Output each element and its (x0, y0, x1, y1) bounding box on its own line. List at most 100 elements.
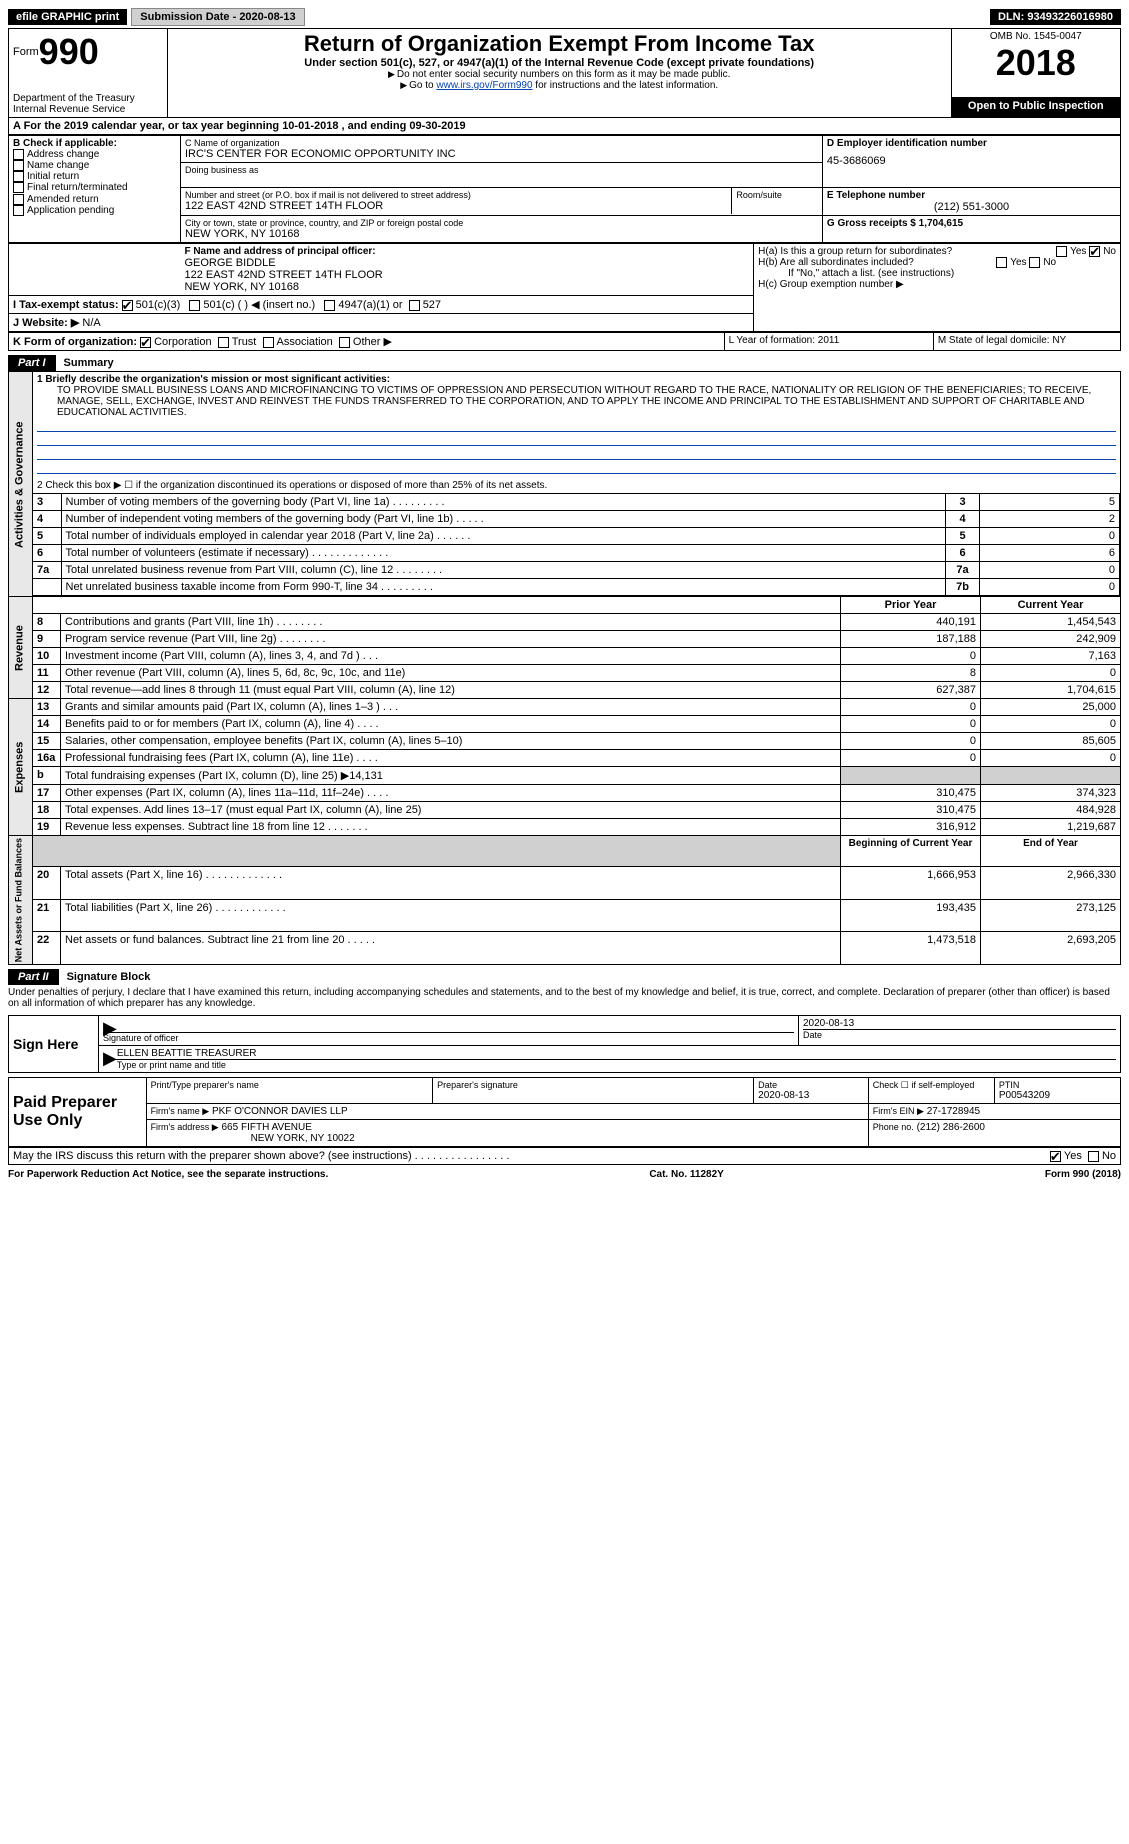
ha-yes[interactable] (1056, 246, 1067, 257)
firm-phone-label: Phone no. (873, 1122, 914, 1132)
website-label: J Website: ▶ (13, 317, 79, 329)
top-bar: efile GRAPHIC print Submission Date - 20… (8, 8, 1121, 26)
ha-label: H(a) Is this a group return for subordin… (758, 246, 952, 257)
check-trust[interactable] (218, 337, 229, 348)
sig-date: 2020-08-13 (803, 1018, 1116, 1029)
name-label: C Name of organization (185, 138, 818, 148)
table-row: 12Total revenue—add lines 8 through 11 (… (9, 682, 1121, 699)
phone-value: (212) 551-3000 (827, 201, 1116, 213)
omb-number: OMB No. 1545-0047 (956, 31, 1116, 42)
hb-label: H(b) Are all subordinates included? (758, 257, 914, 268)
sig-name: ELLEN BEATTIE TREASURER (103, 1048, 1116, 1059)
form-org-label: K Form of organization: (13, 336, 137, 348)
discuss-text: May the IRS discuss this return with the… (13, 1150, 509, 1162)
phone-label: E Telephone number (827, 190, 1116, 201)
city-value: NEW YORK, NY 10168 (185, 228, 818, 240)
city-label: City or town, state or province, country… (185, 218, 818, 228)
ein-value: 45-3686069 (827, 155, 1116, 167)
officer-addr2: NEW YORK, NY 10168 (184, 281, 749, 293)
firm-addr1: 665 FIFTH AVENUE (222, 1122, 312, 1133)
inspection-box: Open to Public Inspection (951, 97, 1120, 117)
table-row: 6Total number of volunteers (estimate if… (33, 545, 1120, 562)
ptin-value: P00543209 (999, 1090, 1116, 1101)
footer-left: For Paperwork Reduction Act Notice, see … (8, 1169, 328, 1180)
warn-goto-post: for instructions and the latest informat… (533, 80, 719, 91)
warn-ssn: Do not enter social security numbers on … (397, 69, 730, 80)
check-501c3[interactable] (122, 300, 133, 311)
table-row: 7aTotal unrelated business revenue from … (33, 562, 1120, 579)
summary-table: Activities & Governance1 Briefly describ… (8, 371, 1121, 965)
table-row: bTotal fundraising expenses (Part IX, co… (9, 767, 1121, 785)
sig-name-label: Type or print name and title (103, 1059, 1116, 1070)
table-row: 4Number of independent voting members of… (33, 511, 1120, 528)
officer-group-block: F Name and address of principal officer:… (8, 243, 1121, 332)
table-row: 14Benefits paid to or for members (Part … (9, 716, 1121, 733)
form-header: Form990 Department of the Treasury Inter… (8, 28, 1121, 118)
addr-label: Number and street (or P.O. box if mail i… (185, 190, 727, 200)
check-501c[interactable] (189, 300, 200, 311)
hb-yes[interactable] (996, 257, 1007, 268)
check-amended[interactable] (13, 194, 24, 205)
table-row: 21Total liabilities (Part X, line 26) . … (9, 899, 1121, 932)
table-row: 15Salaries, other compensation, employee… (9, 733, 1121, 750)
page-footer: For Paperwork Reduction Act Notice, see … (8, 1169, 1121, 1180)
discuss-row: May the IRS discuss this return with the… (8, 1147, 1121, 1165)
preparer-table: Paid Preparer Use Only Print/Type prepar… (8, 1077, 1121, 1147)
identity-block: B Check if applicable: Address change Na… (8, 135, 1121, 243)
check-application-pending[interactable] (13, 205, 24, 216)
tax-year-line: A For the 2019 calendar year, or tax yea… (8, 118, 1121, 135)
dept-label: Department of the Treasury Internal Reve… (13, 93, 163, 115)
firm-ein: 27-1728945 (927, 1106, 980, 1117)
tax-status-label: I Tax-exempt status: (13, 299, 119, 311)
check-527[interactable] (409, 300, 420, 311)
paid-preparer-label: Paid Preparer Use Only (9, 1078, 147, 1147)
efile-label: efile GRAPHIC print (8, 9, 127, 25)
firm-name-label: Firm's name ▶ (151, 1106, 210, 1116)
officer-name: GEORGE BIDDLE (184, 257, 749, 269)
prep-name-label: Print/Type preparer's name (151, 1080, 429, 1090)
form-word: Form (13, 46, 39, 58)
table-row: 11Other revenue (Part VIII, column (A), … (9, 665, 1121, 682)
check-assoc[interactable] (263, 337, 274, 348)
vlabel: Revenue (9, 597, 33, 699)
firm-phone: (212) 286-2600 (917, 1122, 985, 1133)
part1-label: Part I (8, 355, 56, 371)
gross-receipts: G Gross receipts $ 1,704,615 (827, 218, 1116, 229)
check-name-change[interactable] (13, 160, 24, 171)
main-title: Return of Organization Exempt From Incom… (172, 31, 947, 57)
discuss-yes[interactable] (1050, 1151, 1061, 1162)
form-year: 2018 (956, 42, 1116, 84)
dba-label: Doing business as (185, 165, 818, 175)
ha-no[interactable] (1089, 246, 1100, 257)
check-other[interactable] (339, 337, 350, 348)
form-number: 990 (39, 31, 99, 73)
check-final-return[interactable] (13, 182, 24, 193)
part2-label: Part II (8, 969, 59, 985)
submission-date[interactable]: Submission Date - 2020-08-13 (131, 8, 304, 26)
hc-label: H(c) Group exemption number ▶ (758, 279, 1116, 290)
hb-no[interactable] (1029, 257, 1040, 268)
subtitle: Under section 501(c), 527, or 4947(a)(1)… (172, 57, 947, 69)
part1-bar: Part I Summary (8, 355, 1121, 371)
table-row: 22Net assets or fund balances. Subtract … (9, 932, 1121, 965)
table-row: 17Other expenses (Part IX, column (A), l… (9, 785, 1121, 802)
street-address: 122 EAST 42ND STREET 14TH FLOOR (185, 200, 727, 212)
warn-goto-pre: Go to (409, 80, 436, 91)
signature-declaration: Under penalties of perjury, I declare th… (8, 985, 1121, 1011)
table-row: 20Total assets (Part X, line 16) . . . .… (9, 866, 1121, 899)
table-row: 16aProfessional fundraising fees (Part I… (9, 750, 1121, 767)
table-row: 10Investment income (Part VIII, column (… (9, 648, 1121, 665)
check-4947[interactable] (324, 300, 335, 311)
check-initial-return[interactable] (13, 171, 24, 182)
firm-addr-label: Firm's address ▶ (151, 1122, 219, 1132)
prep-date: 2020-08-13 (758, 1090, 864, 1101)
check-corp[interactable] (140, 337, 151, 348)
ein-label: D Employer identification number (827, 138, 1116, 149)
sign-here-table: Sign Here ▶ Signature of officer 2020-08… (8, 1015, 1121, 1073)
officer-addr1: 122 EAST 42ND STREET 14TH FLOOR (184, 269, 749, 281)
check-address-change[interactable] (13, 149, 24, 160)
state-domicile: M State of legal domicile: NY (933, 333, 1120, 351)
form990-link[interactable]: www.irs.gov/Form990 (436, 80, 532, 91)
discuss-no[interactable] (1088, 1151, 1099, 1162)
org-name: IRC'S CENTER FOR ECONOMIC OPPORTUNITY IN… (185, 148, 818, 160)
